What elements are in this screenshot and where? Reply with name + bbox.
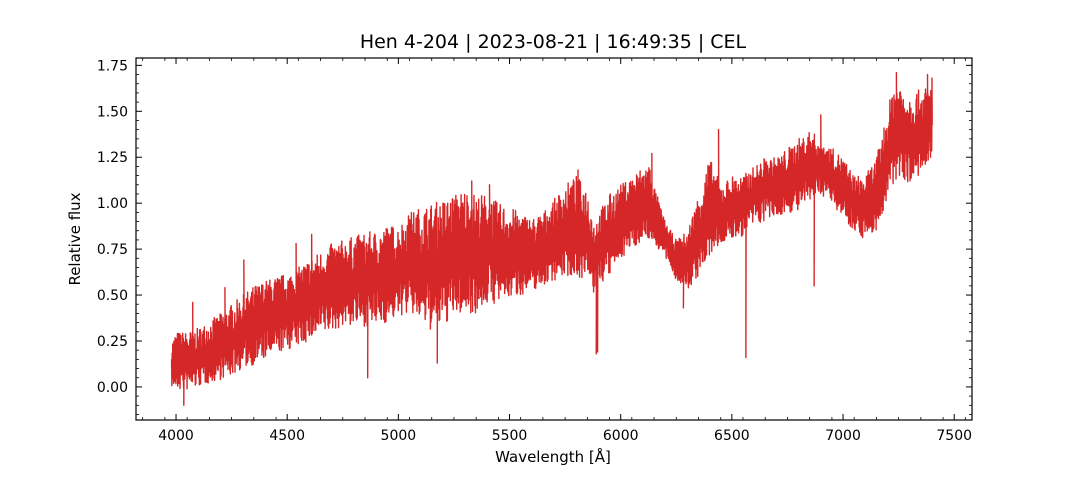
y-tick-label: 0.50 <box>97 288 128 304</box>
x-axis-label: Wavelength [Å] <box>495 447 611 466</box>
y-axis-label: Relative flux <box>66 192 84 285</box>
y-tick-label: 1.25 <box>97 150 128 166</box>
plot-area <box>170 72 933 406</box>
y-tick-label: 0.00 <box>97 380 128 396</box>
y-tick-label: 0.25 <box>97 334 128 350</box>
x-tick-label: 7500 <box>936 428 972 444</box>
x-tick-label: 6500 <box>714 428 750 444</box>
y-tick-label: 0.75 <box>97 242 128 258</box>
y-tick-label: 1.00 <box>97 196 128 212</box>
x-tick-label: 6000 <box>603 428 639 444</box>
spectrum-series-line <box>170 72 933 406</box>
chart-title: Hen 4-204 | 2023-08-21 | 16:49:35 | CEL <box>360 31 747 53</box>
x-tick-label: 4000 <box>158 428 194 444</box>
x-tick-label: 4500 <box>269 428 305 444</box>
axes-frame <box>135 57 973 421</box>
x-tick-label: 5500 <box>492 428 528 444</box>
y-tick-label: 1.50 <box>97 104 128 120</box>
x-tick-label: 7000 <box>825 428 861 444</box>
axes: 4000 4500 5000 5500 6000 6500 7000 7500 0.00 0.25… <box>97 57 973 444</box>
y-tick-label: 1.75 <box>97 58 128 74</box>
x-tick-label: 5000 <box>381 428 417 444</box>
